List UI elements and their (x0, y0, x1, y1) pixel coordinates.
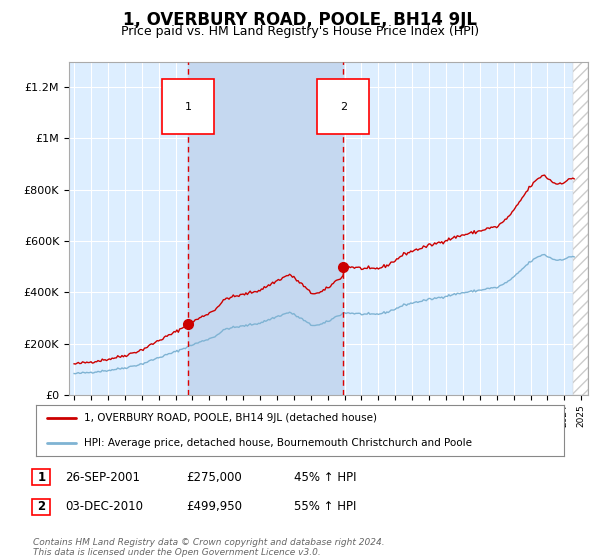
Text: 26-SEP-2001: 26-SEP-2001 (65, 470, 140, 484)
Text: 1: 1 (185, 101, 191, 111)
Text: Contains HM Land Registry data © Crown copyright and database right 2024.
This d: Contains HM Land Registry data © Crown c… (33, 538, 385, 557)
Text: 45% ↑ HPI: 45% ↑ HPI (294, 470, 356, 484)
Bar (188, 62, 343, 395)
Text: Price paid vs. HM Land Registry's House Price Index (HPI): Price paid vs. HM Land Registry's House … (121, 25, 479, 38)
Text: 2: 2 (340, 101, 347, 111)
Text: 1, OVERBURY ROAD, POOLE, BH14 9JL: 1, OVERBURY ROAD, POOLE, BH14 9JL (123, 11, 477, 29)
Text: 1: 1 (37, 470, 46, 484)
Text: 1, OVERBURY ROAD, POOLE, BH14 9JL (detached house): 1, OVERBURY ROAD, POOLE, BH14 9JL (detac… (83, 413, 377, 423)
Text: 03-DEC-2010: 03-DEC-2010 (65, 500, 143, 514)
Text: £499,950: £499,950 (186, 500, 242, 514)
Text: 55% ↑ HPI: 55% ↑ HPI (294, 500, 356, 514)
Text: HPI: Average price, detached house, Bournemouth Christchurch and Poole: HPI: Average price, detached house, Bour… (83, 438, 472, 448)
Text: 2: 2 (37, 500, 46, 514)
Bar (573, 62, 588, 395)
Text: £275,000: £275,000 (186, 470, 242, 484)
